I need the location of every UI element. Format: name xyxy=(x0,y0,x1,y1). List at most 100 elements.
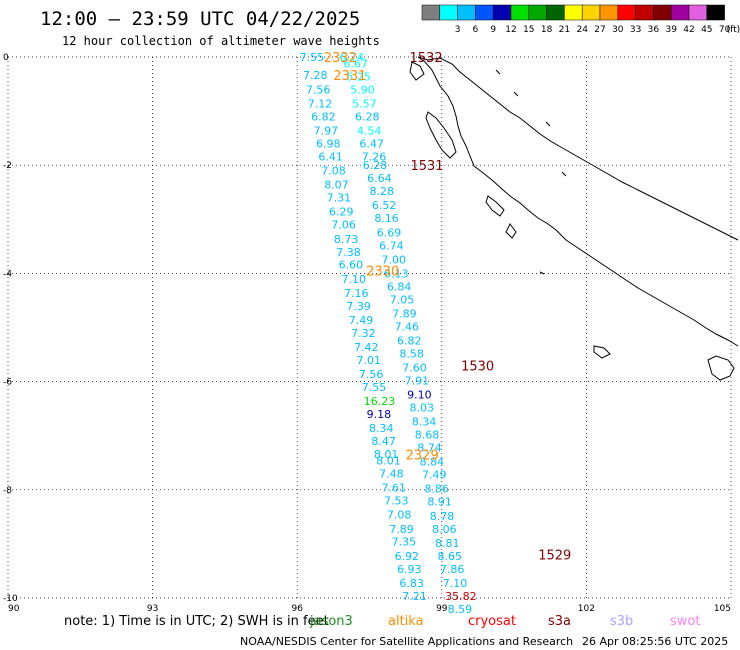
lat-tick-label: -10 xyxy=(3,594,18,604)
lon-tick-label: 90 xyxy=(8,604,20,614)
wave-height-value: 8.91 xyxy=(427,496,452,509)
wave-height-value: 8.03 xyxy=(410,402,435,415)
wave-height-value: 7.10 xyxy=(342,273,367,286)
colorbar-swatch xyxy=(670,4,690,21)
colorbar-swatch xyxy=(528,4,547,21)
colorbar-tick-label: 24 xyxy=(576,25,588,35)
colorbar-tick-label: 39 xyxy=(665,25,677,35)
lon-tick-label: 96 xyxy=(291,604,303,614)
colorbar-swatch xyxy=(510,4,530,21)
wave-height-value: 6.84 xyxy=(387,280,412,293)
satellite-legend-item: swot xyxy=(670,614,700,629)
colorbar-tick-label: 18 xyxy=(541,25,553,35)
colorbar-tick-label: 36 xyxy=(648,25,660,35)
wave-height-value: 6.60 xyxy=(339,259,364,272)
wave-height-value: 6.98 xyxy=(316,138,341,151)
colorbar-tick-label: 30 xyxy=(612,25,624,35)
wave-height-value: 8.06 xyxy=(432,523,457,536)
map-subtitle: 12 hour collection of altimeter wave hei… xyxy=(62,34,380,48)
wave-height-colorbar: 3 6 9 12 15 18 21 24 27 30 33 36 39 42 45 70(ft) xyxy=(421,4,740,35)
altimeter-track-west: 7.557.287.567.126.827.976.986.417.088.07… xyxy=(300,51,427,603)
wave-height-value: 8.84 xyxy=(420,456,445,469)
colorbar-swatch xyxy=(457,4,476,21)
northern-islets xyxy=(495,69,567,275)
lat-tick-label: -2 xyxy=(3,161,12,171)
wave-height-value: 7.89 xyxy=(389,523,414,536)
wave-height-value: 7.35 xyxy=(392,536,417,549)
lon-tick-label: 105 xyxy=(714,604,731,614)
wave-height-value: 7.48 xyxy=(379,468,404,481)
wave-height-value: 6.41 xyxy=(318,151,343,164)
colorbar-tick-label: 42 xyxy=(683,25,694,35)
wave-height-value: 8.34 xyxy=(412,416,437,429)
wave-height-value: 8.86 xyxy=(424,483,449,496)
altimeter-track-east: 6.746.675.255.905.576.284.546.477.266.28… xyxy=(340,51,477,616)
colorbar-swatch xyxy=(599,4,619,21)
wave-height-value: 6.74 xyxy=(340,51,365,64)
wave-height-value: 6.82 xyxy=(397,334,422,347)
wave-height-value: 16.23 xyxy=(364,395,396,408)
wave-height-value: 7.05 xyxy=(390,293,415,306)
sumatra-north-coast xyxy=(417,56,739,241)
wave-height-value: 8.01 xyxy=(374,448,399,461)
colorbar-tick-label: 21 xyxy=(559,25,570,35)
wave-height-value: 6.28 xyxy=(363,159,388,172)
pass-time-label: 1529 xyxy=(538,549,571,564)
footer-credit: NOAA/NESDIS Center for Satellite Applica… xyxy=(240,635,573,648)
wave-height-value: 7.49 xyxy=(422,469,447,482)
wave-height-value: 8.34 xyxy=(369,422,394,435)
wave-height-value: 7.38 xyxy=(336,246,361,259)
pass-time-labels: 2332 2331 1532 1531 2330 1530 2329 1529 xyxy=(324,51,572,564)
colorbar-swatch xyxy=(439,4,458,21)
wave-height-value: 5.90 xyxy=(350,83,375,96)
wave-height-value: 6.28 xyxy=(355,111,380,124)
coastline xyxy=(409,56,739,381)
colorbar-tick-label: 27 xyxy=(594,25,605,35)
wave-height-value: 7.55 xyxy=(362,381,387,394)
lat-tick-label: -6 xyxy=(3,378,12,388)
satellite-legend-item: jason3 xyxy=(309,614,353,629)
colorbar-tick-label: 3 xyxy=(455,25,461,35)
wave-height-value: 8.47 xyxy=(371,435,396,448)
lon-tick-label: 93 xyxy=(147,604,158,614)
wave-height-value: 7.12 xyxy=(308,98,333,111)
pass-time-label: 1530 xyxy=(461,359,494,374)
pass-time-label: 2331 xyxy=(333,69,366,84)
wave-height-value: 8.28 xyxy=(370,185,395,198)
colorbar-swatch xyxy=(688,4,708,21)
colorbar-tick-label: 70 xyxy=(719,25,731,35)
lat-lon-grid: 90 93 96 99 102 105 0 -2 -4 -6 -8 -10 xyxy=(3,53,732,614)
wave-height-value: 7.46 xyxy=(395,320,420,333)
wave-height-value: 6.83 xyxy=(399,577,424,590)
wave-height-value: 6.64 xyxy=(367,172,392,185)
wave-height-value: 7.55 xyxy=(300,51,325,64)
colorbar-swatch xyxy=(706,4,725,21)
wave-height-value: 8.74 xyxy=(417,442,442,455)
wave-height-value: 8.68 xyxy=(415,429,440,442)
simeulue-island xyxy=(409,61,425,81)
wave-height-value: 7.21 xyxy=(402,590,427,603)
wave-height-value: 7.49 xyxy=(349,314,374,327)
map-title: 12:00 – 23:59 UTC 04/22/2025 xyxy=(40,8,360,30)
wave-height-value: 7.10 xyxy=(443,577,468,590)
wave-height-value: 6.69 xyxy=(377,226,402,239)
colorbar-tick-label: 15 xyxy=(523,25,534,35)
lat-tick-label: -4 xyxy=(3,269,12,279)
note-text: note: 1) Time is in UTC; 2) SWH is in fe… xyxy=(64,614,329,629)
wave-height-value: 5.25 xyxy=(346,70,371,83)
sumatra-coast xyxy=(417,56,739,347)
wave-height-value: 6.13 xyxy=(384,267,409,280)
wave-height-value: 7.32 xyxy=(351,327,376,340)
nias-island xyxy=(425,111,457,159)
lon-tick-label: 99 xyxy=(436,604,448,614)
wave-height-value: 7.16 xyxy=(344,287,369,300)
satellite-legend-item: cryosat xyxy=(468,614,516,629)
pass-time-label: 1532 xyxy=(410,51,443,66)
wave-height-value: 6.92 xyxy=(395,550,420,563)
wave-height-value: 7.08 xyxy=(387,509,412,522)
lat-tick-label: 0 xyxy=(3,53,9,63)
wave-height-value: 8.16 xyxy=(374,212,399,225)
wave-height-value: 8.73 xyxy=(334,233,359,246)
satellite-legend: jason3 altika cryosat s3a s3b swot xyxy=(309,614,700,629)
